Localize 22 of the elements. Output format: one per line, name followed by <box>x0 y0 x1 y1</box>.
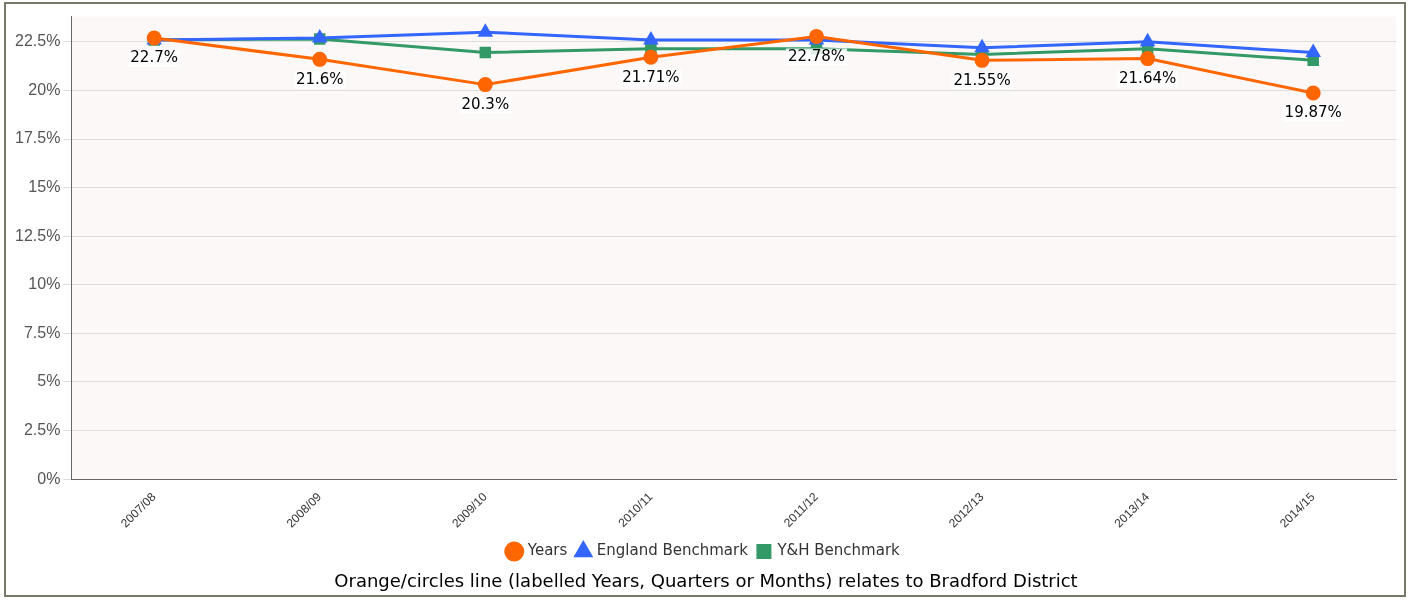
y-tick-label: 20% <box>28 80 61 98</box>
y-tick-label: 22.5% <box>14 32 61 50</box>
y-tick-label: 12.5% <box>14 226 61 244</box>
legend-label: Years <box>526 541 568 560</box>
legend-label: Y&H Benchmark <box>776 541 901 560</box>
legend-label: England Benchmark <box>596 541 749 560</box>
y-tick-label: 10% <box>28 275 61 293</box>
y-tick-label: 17.5% <box>14 129 61 147</box>
data-label: 21.6% <box>295 69 344 88</box>
y-tick-label: 2.5% <box>23 420 61 438</box>
text: Orange/circles line (labelled Years, Quarters or Months) relates to Bradford District <box>333 570 1079 591</box>
y-tick-label: 0% <box>37 469 61 487</box>
y-tick-label: 5% <box>37 372 61 390</box>
data-label: 21.64% <box>1119 68 1177 87</box>
data-label: 21.55% <box>953 70 1011 89</box>
data-label: 20.3% <box>461 95 510 114</box>
data-label: 22.78% <box>787 46 846 65</box>
y-tick-label: 15% <box>28 178 61 196</box>
data-label: 21.71% <box>622 67 680 86</box>
y-tick-label: 7.5% <box>23 323 61 341</box>
data-label: 22.7% <box>130 48 178 67</box>
data-label: 19.87% <box>1284 103 1342 122</box>
